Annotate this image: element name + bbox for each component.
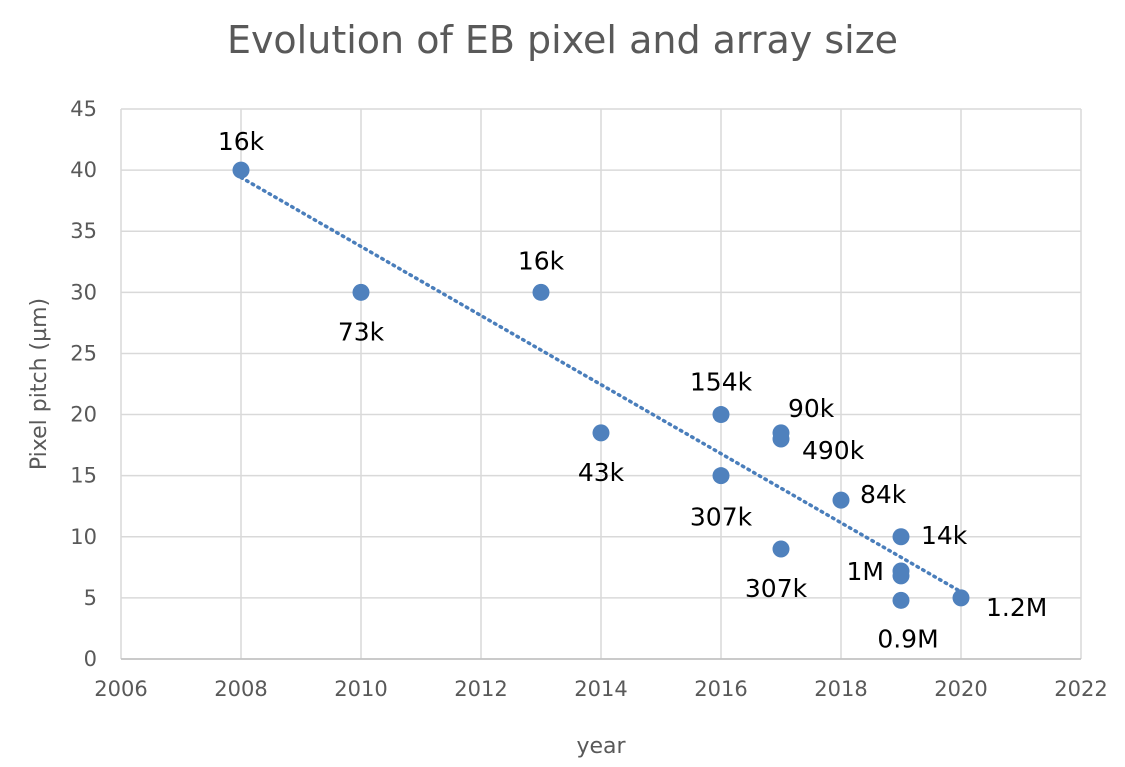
data-point (892, 567, 910, 585)
data-point (952, 589, 970, 607)
y-tick-label: 0 (84, 647, 97, 671)
data-labels: 16k 73k 16k 43k 154k 307k 90k 490k 307k 84k 14k 1M 0… (218, 127, 1047, 653)
data-label: 16k (218, 127, 265, 156)
y-tick-label: 25 (70, 341, 97, 365)
x-tick-label: 2014 (574, 677, 627, 701)
trendline (239, 175, 963, 594)
data-point (532, 283, 550, 301)
x-tick-label: 2012 (454, 677, 507, 701)
data-label: 154k (690, 368, 753, 397)
x-axis-title: year (576, 734, 626, 759)
y-tick-label: 40 (70, 158, 97, 182)
y-axis-title: Pixel pitch (µm) (27, 298, 52, 470)
x-tick-label: 2016 (694, 677, 747, 701)
y-tick-label: 35 (70, 219, 97, 243)
y-tick-label: 15 (70, 464, 97, 488)
trendline-group (239, 175, 963, 594)
data-points (232, 161, 970, 609)
data-point (832, 491, 850, 509)
data-point (352, 283, 370, 301)
data-point (712, 467, 730, 485)
data-point (712, 406, 730, 424)
x-tick-label: 2022 (1054, 677, 1107, 701)
data-point (592, 424, 610, 442)
data-point (772, 540, 790, 558)
data-point (772, 430, 790, 448)
chart-title: Evolution of EB pixel and array size (226, 18, 899, 62)
x-tick-label: 2006 (94, 677, 147, 701)
data-point (232, 161, 250, 179)
data-label: 84k (860, 480, 907, 509)
y-tick-label: 5 (84, 586, 97, 610)
data-label: 307k (690, 503, 753, 532)
x-tick-label: 2020 (934, 677, 987, 701)
x-tick-label: 2010 (334, 677, 387, 701)
y-tick-label: 30 (70, 280, 97, 304)
data-label: 14k (921, 521, 968, 550)
data-label: 1M (847, 557, 884, 586)
y-tick-label: 45 (70, 97, 97, 121)
axes: 0 5 10 15 20 25 30 35 40 45 2006 2008 2010 2012 2014 20… (70, 97, 1107, 701)
data-label: 0.9M (877, 624, 938, 653)
data-label: 90k (788, 394, 835, 423)
data-label: 43k (578, 458, 625, 487)
data-label: 1.2M (986, 593, 1047, 622)
data-point (892, 528, 910, 546)
data-label: 490k (802, 436, 865, 465)
data-label: 307k (745, 574, 808, 603)
y-tick-label: 20 (70, 403, 97, 427)
y-tick-label: 10 (70, 525, 97, 549)
x-tick-label: 2008 (214, 677, 267, 701)
x-tick-label: 2018 (814, 677, 867, 701)
data-label: 73k (338, 317, 385, 346)
data-point (892, 591, 910, 609)
data-label: 16k (518, 246, 565, 275)
